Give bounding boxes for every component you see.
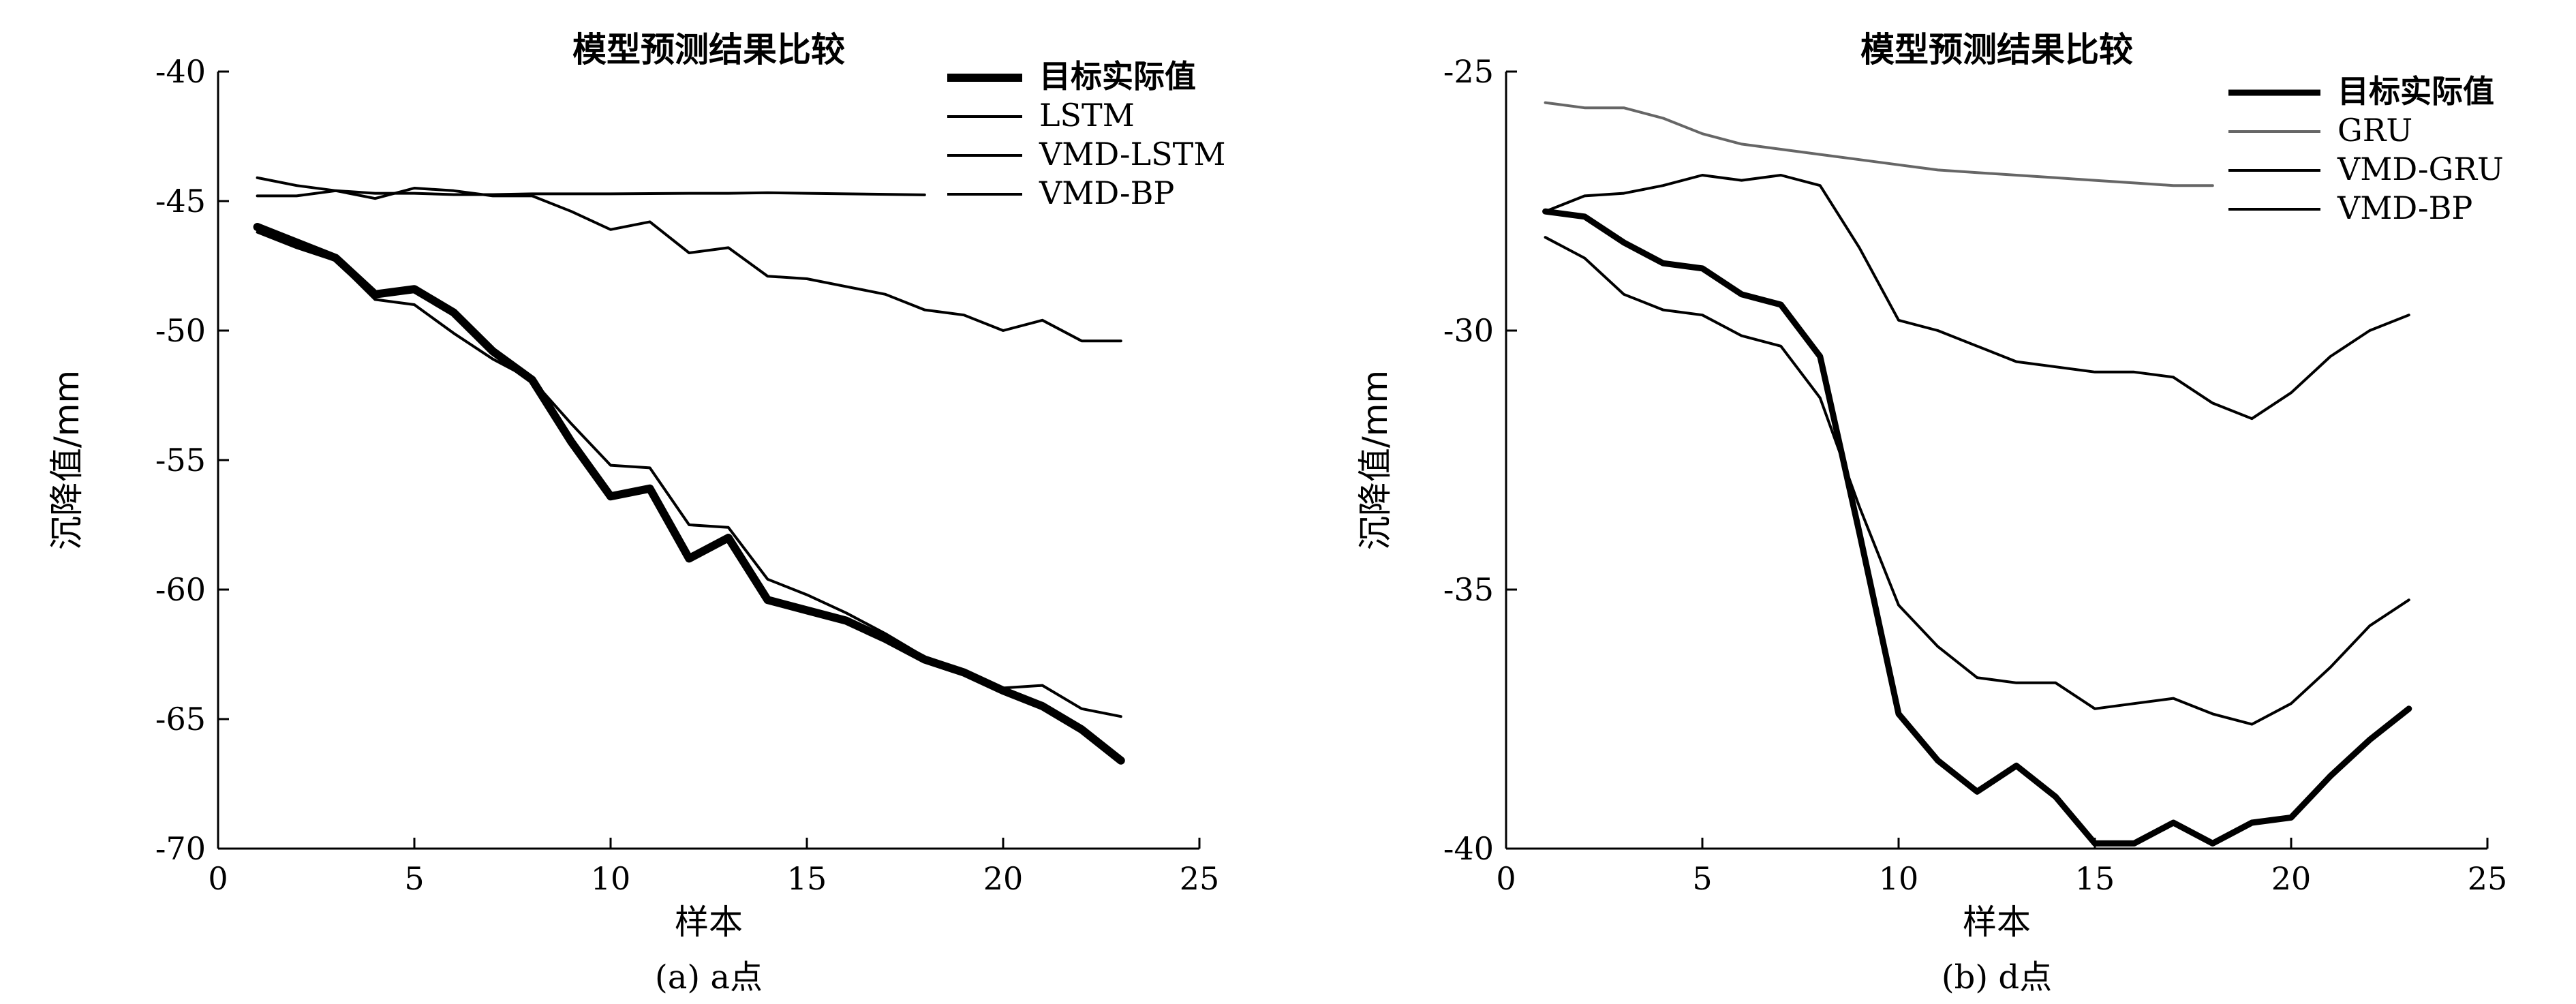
x-tick-label: 10: [591, 860, 631, 897]
x-tick-label: 0: [208, 860, 228, 897]
y-tick-label: -40: [155, 53, 206, 90]
x-tick-label: 15: [2075, 860, 2115, 897]
y-tick-label: -55: [155, 442, 206, 478]
y-tick-label: -40: [1443, 830, 1494, 867]
legend-label-2: VMD-GRU: [2337, 151, 2504, 187]
x-tick-label: 5: [1692, 860, 1712, 897]
chart-caption: (b) d点: [1942, 958, 2052, 997]
legend-label-1: LSTM: [1039, 97, 1135, 134]
chart-title: 模型预测结果比较: [1860, 30, 2133, 70]
y-tick-label: -65: [155, 701, 206, 737]
legend-label-0: 目标实际值: [1039, 58, 1196, 95]
series-line-3: [256, 189, 926, 198]
y-axis-label: 沉降值/mm: [1355, 370, 1395, 550]
x-tick-label: 0: [1496, 860, 1516, 897]
y-tick-label: -35: [1443, 571, 1494, 608]
legend-label-2: VMD-LSTM: [1039, 136, 1225, 172]
x-tick-label: 15: [787, 860, 827, 897]
legend-label-3: VMD-BP: [2337, 189, 2472, 226]
chart-title: 模型预测结果比较: [572, 30, 845, 70]
y-axis-label: 沉降值/mm: [47, 370, 87, 550]
series-line-3: [1544, 236, 2410, 726]
x-tick-label: 10: [1879, 860, 1919, 897]
series-line-2: [1544, 174, 2410, 421]
x-axis-label: 样本: [1963, 902, 2031, 942]
series-line-1: [256, 230, 1122, 718]
legend-label-3: VMD-BP: [1039, 174, 1174, 211]
x-axis-label: 样本: [675, 902, 743, 942]
x-tick-label: 20: [2271, 860, 2312, 897]
legend-label-0: 目标实际值: [2337, 73, 2494, 110]
y-tick-label: -60: [155, 571, 206, 608]
y-tick-label: -30: [1443, 312, 1494, 349]
y-tick-label: -45: [155, 183, 206, 219]
legend-label-1: GRU: [2337, 112, 2412, 149]
x-tick-label: 25: [1180, 860, 1220, 897]
x-tick-label: 25: [2468, 860, 2508, 897]
x-tick-label: 5: [404, 860, 424, 897]
y-tick-label: -25: [1443, 53, 1494, 90]
series-line-2: [256, 176, 1122, 343]
y-tick-label: -50: [155, 312, 206, 349]
series-line-0: [253, 223, 1125, 765]
chart-caption: (a) a点: [655, 958, 763, 997]
series-line-0: [1542, 208, 2412, 847]
x-tick-label: 20: [983, 860, 1024, 897]
series-line-1: [1544, 101, 2214, 187]
chart-0: 0 5 10 15 20 25 -40 -45 -50 -55 -60 -65 -70 模型预测结果比较样…: [47, 30, 1225, 997]
y-tick-label: -70: [155, 830, 206, 867]
